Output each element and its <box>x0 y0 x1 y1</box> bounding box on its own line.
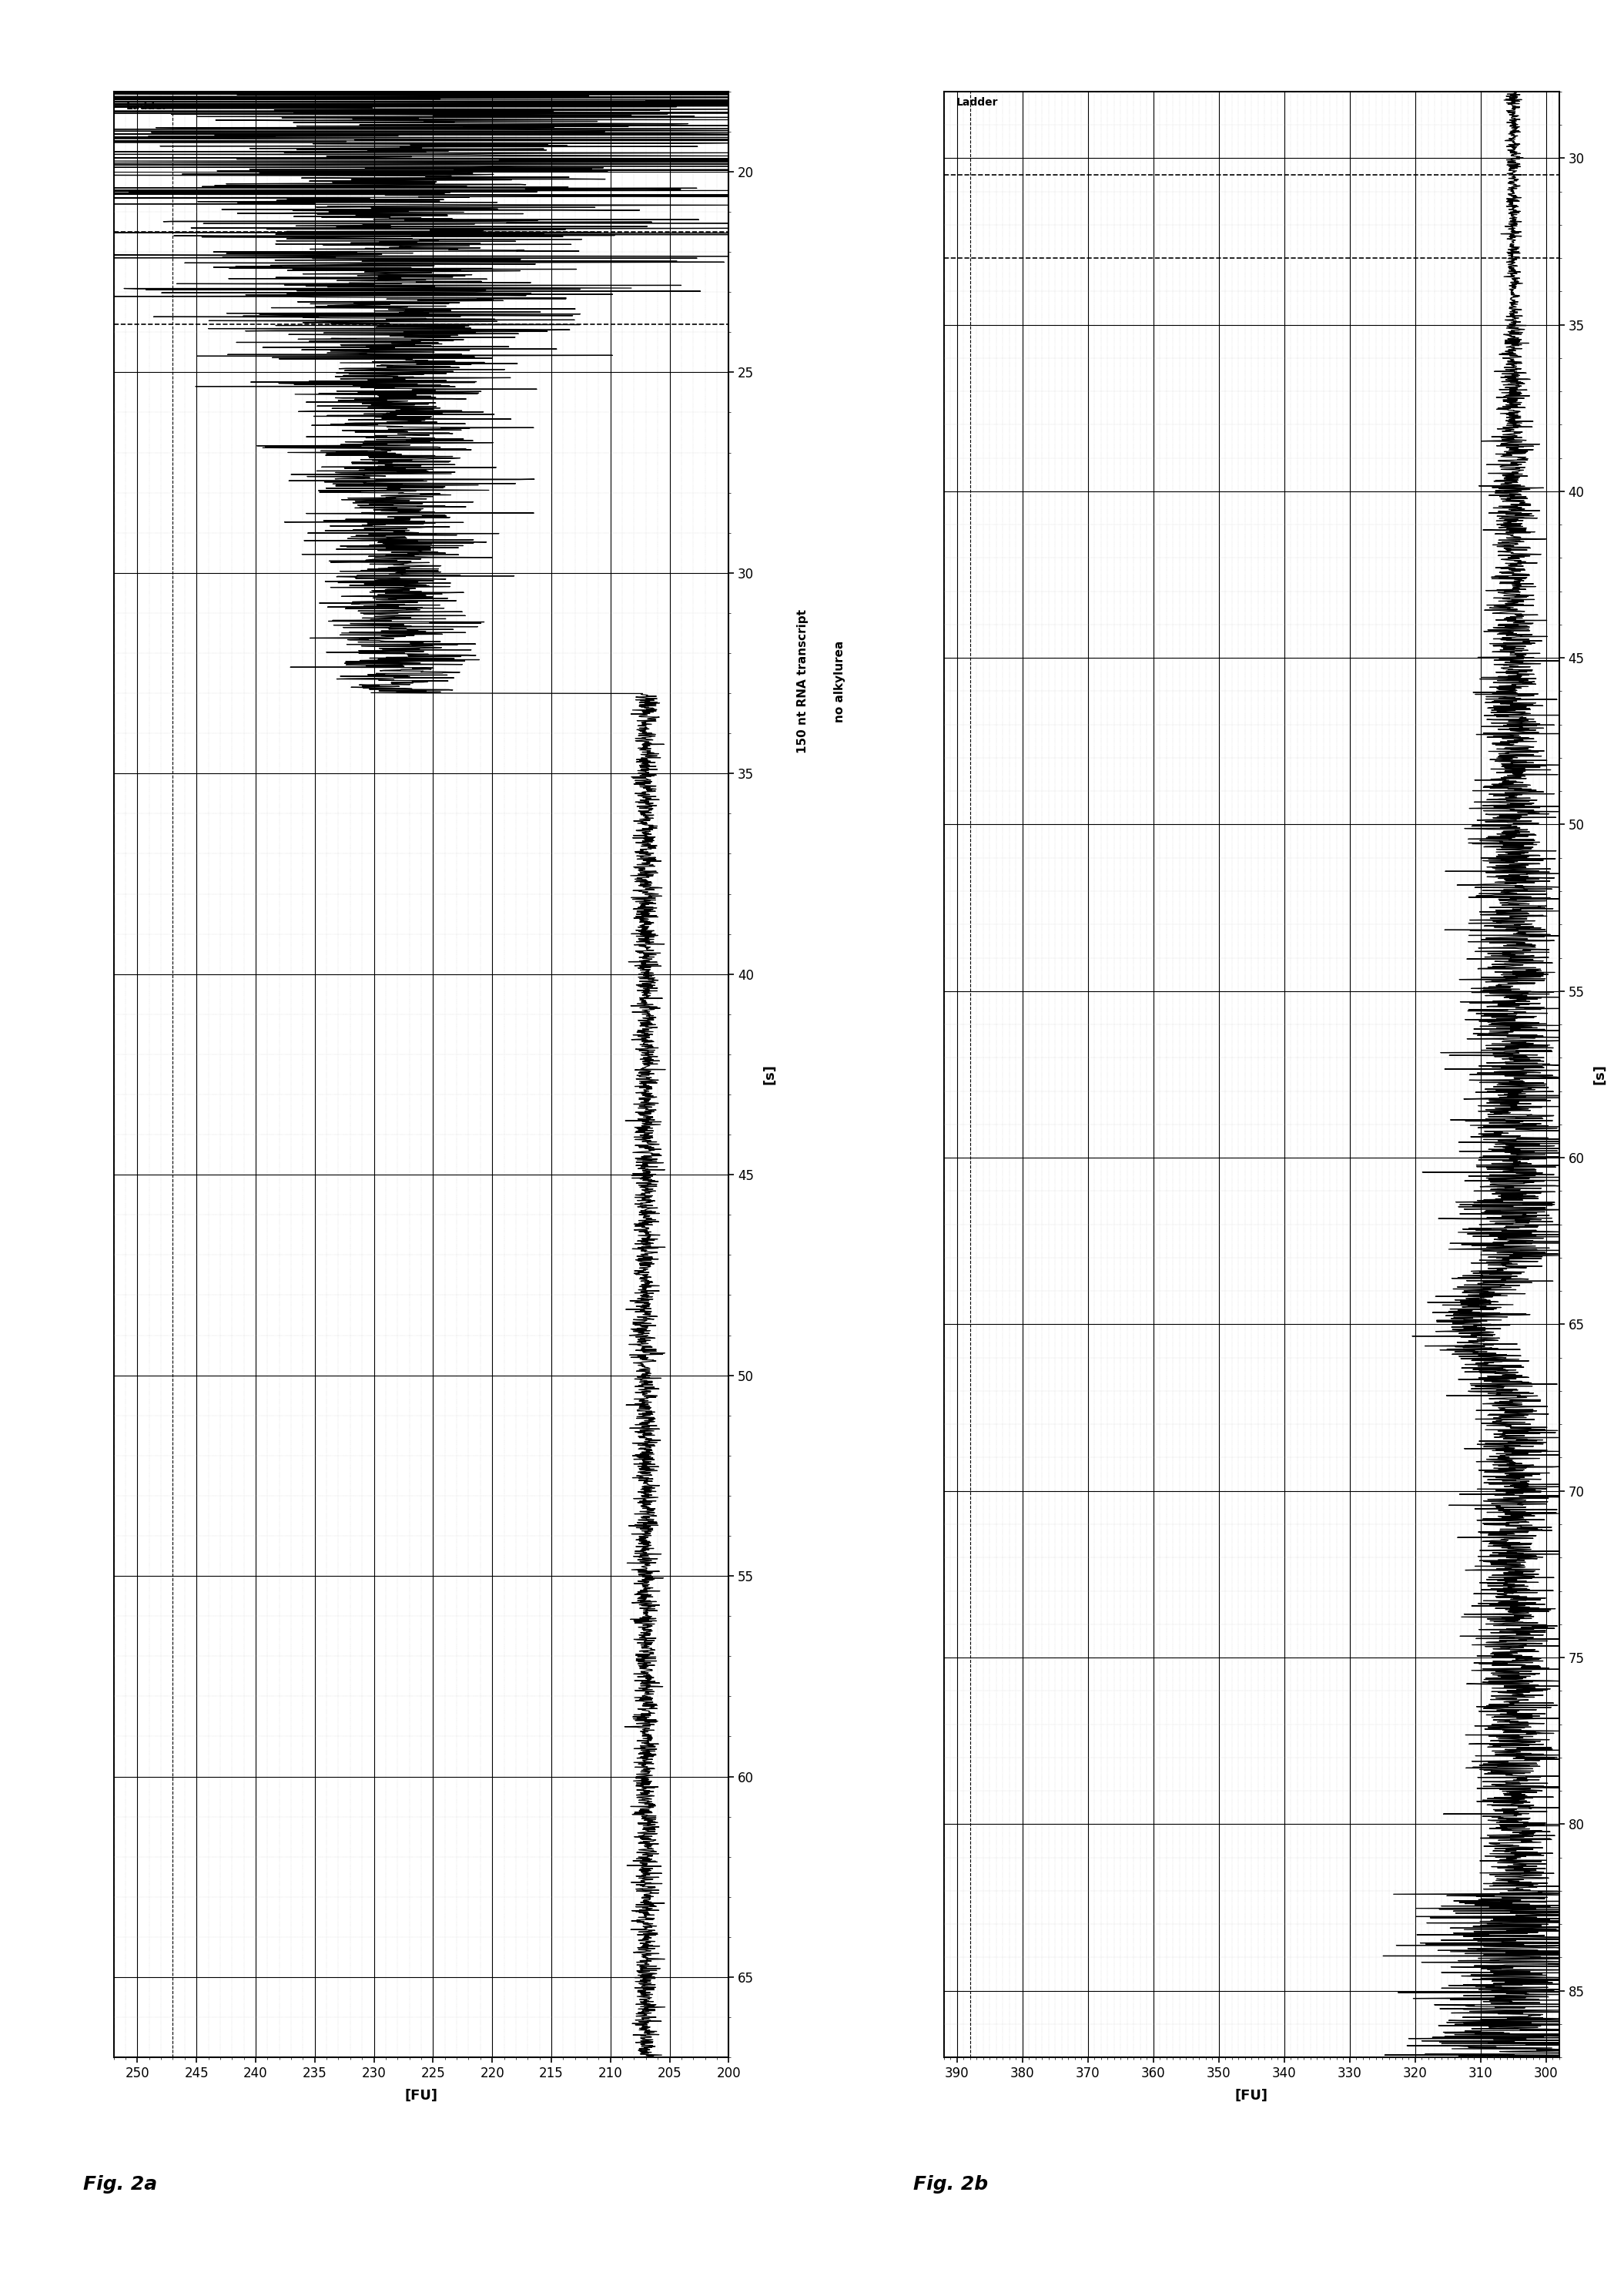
Text: Fig. 2b: Fig. 2b <box>913 2176 987 2195</box>
Text: 150 nt RNA transcript: 150 nt RNA transcript <box>797 608 809 754</box>
Y-axis label: [s]: [s] <box>763 1063 776 1086</box>
Text: Ladder: Ladder <box>127 101 167 112</box>
Y-axis label: [s]: [s] <box>1593 1063 1606 1086</box>
Text: Fig. 2a: Fig. 2a <box>83 2176 158 2195</box>
X-axis label: [FU]: [FU] <box>1234 2089 1268 2103</box>
Text: no alkylurea: no alkylurea <box>833 640 844 722</box>
Text: Ladder: Ladder <box>957 98 999 107</box>
X-axis label: [FU]: [FU] <box>404 2089 438 2103</box>
